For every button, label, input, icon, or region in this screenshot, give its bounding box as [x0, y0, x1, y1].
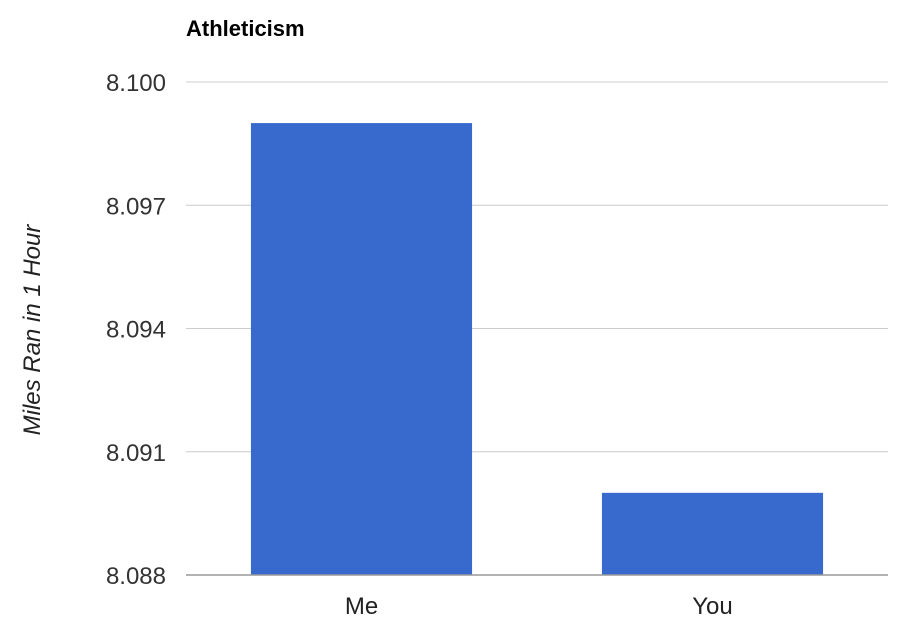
y-tick-label: 8.094 [106, 317, 166, 344]
y-tick-label: 8.097 [106, 193, 166, 220]
bar-me [250, 123, 473, 575]
x-category-label: Me [345, 593, 378, 620]
y-axis-ticks: 8.088 8.091 8.094 8.097 8.100 [106, 70, 166, 590]
y-tick-label: 8.091 [106, 440, 166, 467]
chart-title: Athleticism [186, 16, 305, 41]
y-tick-label: 8.100 [106, 70, 166, 97]
x-category-label: You [692, 593, 733, 620]
bar-you [601, 492, 824, 575]
y-tick-label: 8.088 [106, 563, 166, 590]
bars [250, 123, 824, 575]
x-axis-categories: Me You [345, 593, 733, 620]
y-axis-title: Miles Ran in 1 Hour [19, 224, 46, 436]
